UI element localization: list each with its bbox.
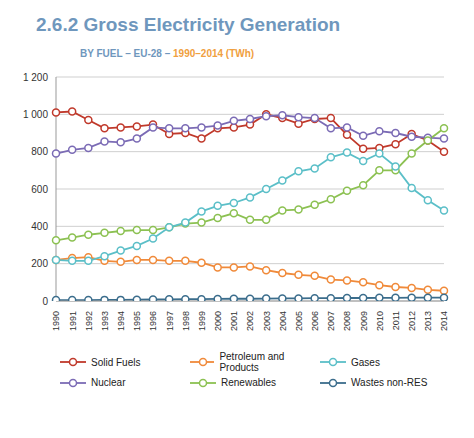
svg-text:2011: 2011 [391,311,401,330]
svg-text:2002: 2002 [245,311,255,331]
svg-text:2000: 2000 [213,311,223,331]
svg-text:1991: 1991 [68,311,78,331]
html-text:Wastes non-RES: Wastes non-RES [351,377,428,388]
html-text:BY FUEL – EU-28 – 1990–2014 (T: BY FUEL – EU-28 – 1990–2014 (TWh) [80,48,255,59]
svg-text:1992: 1992 [84,311,94,331]
svg-text:1 200: 1 200 [23,72,48,83]
svg-text:2008: 2008 [342,311,352,331]
svg-text:2012: 2012 [407,311,417,331]
svg-text:1995: 1995 [132,311,142,331]
svg-text:2004: 2004 [278,311,288,331]
svg-text:800: 800 [31,146,48,157]
svg-text:1997: 1997 [165,311,175,331]
html-text:Gases: Gases [351,356,380,368]
svg-text:400: 400 [31,221,48,232]
svg-text:2013: 2013 [423,311,433,331]
html-text:2.6.2 Gross Electricity Genera: 2.6.2 Gross Electricity Generation [36,14,341,35]
html-text:Renewables: Renewables [221,377,276,388]
svg-text:2005: 2005 [294,311,304,331]
html-text:Nuclear: Nuclear [91,377,126,388]
svg-text:2009: 2009 [359,311,369,331]
svg-text:2010: 2010 [375,311,385,331]
svg-text:2003: 2003 [262,311,272,331]
svg-text:1996: 1996 [148,311,158,331]
svg-text:2001: 2001 [229,311,239,331]
svg-text:1999: 1999 [197,311,207,331]
svg-text:600: 600 [31,184,48,195]
svg-text:1998: 1998 [181,311,191,331]
svg-text:200: 200 [31,258,48,269]
svg-text:2007: 2007 [326,311,336,331]
svg-text:2006: 2006 [310,311,320,331]
html-text:Solid Fuels: Solid Fuels [91,356,141,368]
svg-text:1994: 1994 [116,311,126,331]
svg-text:1990: 1990 [51,311,61,331]
html-text:Petroleum and Products: Petroleum and Products [219,351,285,373]
svg-text:1 000: 1 000 [23,109,48,120]
svg-text:1993: 1993 [100,311,110,331]
svg-text:0: 0 [42,296,48,307]
svg-text:2014: 2014 [439,311,449,331]
